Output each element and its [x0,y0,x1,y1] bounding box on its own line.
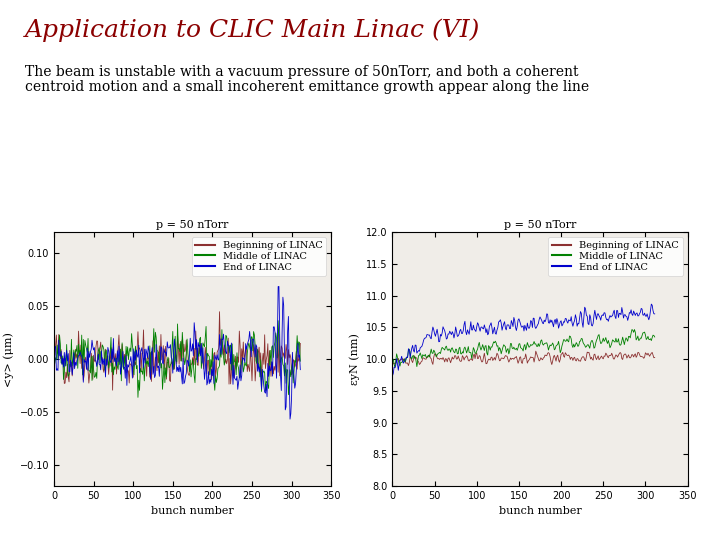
Text: centroid motion and a small incoherent emittance growth appear along the line: centroid motion and a small incoherent e… [25,80,590,94]
X-axis label: bunch number: bunch number [499,507,581,516]
Text: Application to CLIC Main Linac (VI): Application to CLIC Main Linac (VI) [25,19,480,43]
X-axis label: bunch number: bunch number [151,507,234,516]
Y-axis label: εyN (nm): εyN (nm) [350,333,361,385]
Title: p = 50 nTorr: p = 50 nTorr [156,220,229,230]
Legend: Beginning of LINAC, Middle of LINAC, End of LINAC: Beginning of LINAC, Middle of LINAC, End… [548,237,683,276]
Legend: Beginning of LINAC, Middle of LINAC, End of LINAC: Beginning of LINAC, Middle of LINAC, End… [192,237,326,276]
Text: The beam is unstable with a vacuum pressure of 50nTorr, and both a coherent: The beam is unstable with a vacuum press… [25,65,579,79]
Title: p = 50 nTorr: p = 50 nTorr [504,220,576,230]
Y-axis label: <y> (μm): <y> (μm) [4,332,14,387]
